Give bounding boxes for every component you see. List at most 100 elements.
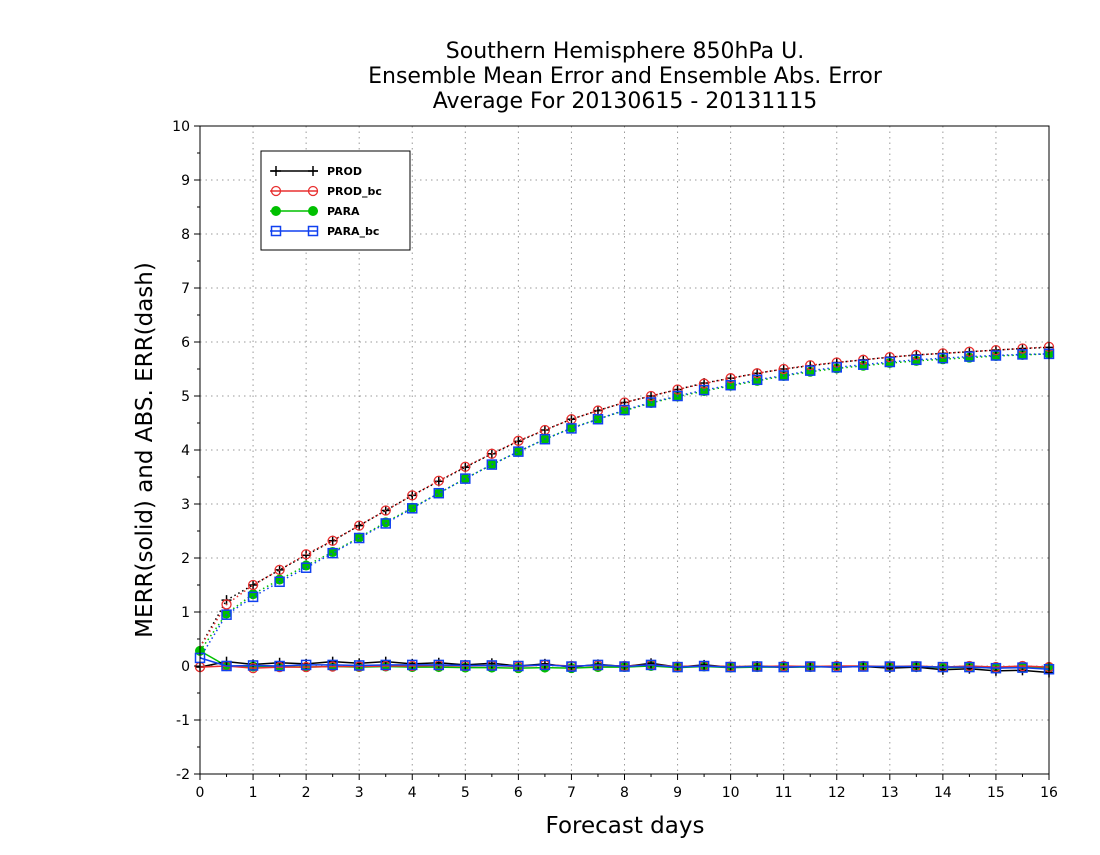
abs-error-point xyxy=(646,391,657,401)
abs-error-point xyxy=(407,502,418,513)
mean-error-point xyxy=(353,660,365,671)
abs-error-point xyxy=(380,505,391,516)
abs-error-point xyxy=(460,473,471,484)
mean-error-point xyxy=(990,662,1002,674)
x-tick-label-1: 1 xyxy=(249,785,258,801)
abs-error-point xyxy=(274,576,285,588)
mean-error-point xyxy=(300,659,312,671)
x-tick-label-0: 0 xyxy=(196,785,205,801)
abs-error-point xyxy=(672,384,683,395)
mean-error-point xyxy=(751,661,763,672)
chart-title-line-1: Southern Hemisphere 850hPa U. xyxy=(446,39,804,64)
mean-error-point xyxy=(460,660,471,671)
y-tick-label-8: 8 xyxy=(181,227,190,243)
y-tick-label--1: -1 xyxy=(176,713,190,729)
mean-error-point xyxy=(513,660,524,672)
abs-error-point xyxy=(698,384,710,396)
legend-item-prod: PROD xyxy=(270,165,362,178)
mean-error-point xyxy=(221,660,232,672)
abs-error-point xyxy=(327,535,338,546)
x-tick-label-7: 7 xyxy=(567,785,576,801)
legend-marker xyxy=(307,225,319,237)
series-prod-bc xyxy=(194,341,1055,674)
mean-error-point xyxy=(964,661,975,673)
abs-error-point xyxy=(539,425,550,436)
abs-error-point xyxy=(778,363,789,375)
legend-item-para: PARA xyxy=(270,205,360,218)
x-tick-label-12: 12 xyxy=(828,785,846,801)
mean-error-point xyxy=(831,661,842,673)
mean-error-point xyxy=(407,659,418,671)
x-tick-label-14: 14 xyxy=(934,785,952,801)
mean-error-point xyxy=(884,661,896,672)
abs-error-point xyxy=(911,354,922,366)
abs-error-point xyxy=(354,520,365,531)
x-axis-label: Forecast days xyxy=(546,813,705,839)
y-tick-label-4: 4 xyxy=(181,443,190,459)
mean-error-point xyxy=(486,660,498,671)
abs-error-point xyxy=(805,360,816,371)
legend-marker xyxy=(308,206,318,216)
mean-error-point xyxy=(433,659,445,671)
y-tick-label--2: -2 xyxy=(176,767,190,783)
mean-error-point xyxy=(778,661,789,673)
x-tick-label-6: 6 xyxy=(514,785,523,801)
mean-error-point xyxy=(486,658,497,669)
abs-error-point xyxy=(725,379,736,391)
legend-marker xyxy=(307,185,319,197)
legend-marker xyxy=(270,185,282,197)
y-tick-label-6: 6 xyxy=(181,335,190,351)
abs-error-point xyxy=(884,356,896,368)
series-para-bc xyxy=(194,348,1055,675)
abs-error-point xyxy=(354,532,365,543)
mean-error-point xyxy=(539,659,551,671)
abs-error-point xyxy=(300,549,312,560)
abs-error-point xyxy=(964,351,975,362)
mean-error-point xyxy=(566,661,577,672)
legend: PROD PROD_bc PARA PARA_bc xyxy=(260,150,411,251)
x-tick-label-5: 5 xyxy=(461,785,470,801)
y-tick-label-5: 5 xyxy=(181,389,190,405)
abs-error-point xyxy=(513,435,524,446)
mean-error-point xyxy=(937,661,949,673)
abs-error-point xyxy=(566,423,577,434)
abs-error-point xyxy=(274,564,285,576)
abs-error-point xyxy=(513,446,524,457)
abs-error-point xyxy=(645,390,657,402)
abs-error-point xyxy=(645,397,657,408)
abs-error-point xyxy=(407,490,418,501)
y-tick-label-2: 2 xyxy=(181,551,190,567)
abs-error-point xyxy=(619,397,630,408)
abs-error-point xyxy=(751,374,763,386)
y-axis-label: MERR(solid) and ABS. ERR(dash) xyxy=(132,262,158,638)
abs-error-point xyxy=(460,461,471,472)
abs-error-point xyxy=(486,459,498,470)
abs-error-point xyxy=(725,373,736,384)
legend-marker xyxy=(308,166,318,176)
mean-error-point xyxy=(619,661,630,672)
abs-error-point xyxy=(619,404,630,416)
abs-error-point xyxy=(433,488,444,499)
abs-error-point xyxy=(380,518,391,529)
abs-error-point xyxy=(858,359,869,370)
abs-error-point xyxy=(831,362,842,373)
mean-error-point xyxy=(592,659,604,671)
x-tick-label-2: 2 xyxy=(302,785,311,801)
abs-error-point xyxy=(407,503,418,514)
mean-error-point xyxy=(327,659,338,671)
chart-title-line-2: Ensemble Mean Error and Ensemble Abs. Er… xyxy=(368,64,883,89)
x-tick-label-16: 16 xyxy=(1040,785,1058,801)
abs-error-point xyxy=(804,365,816,376)
abs-error-point xyxy=(433,487,445,499)
chart-title-line-3: Average For 20130615 - 20131115 xyxy=(433,89,818,114)
legend-label: PROD_bc xyxy=(327,185,382,198)
legend-marker xyxy=(271,166,281,176)
x-tick-label-3: 3 xyxy=(355,785,364,801)
abs-error-point xyxy=(247,579,259,591)
abs-error-point xyxy=(1017,343,1028,354)
abs-error-line-prod-bc xyxy=(199,346,1050,648)
legend-item-prod-bc: PROD_bc xyxy=(270,185,382,198)
